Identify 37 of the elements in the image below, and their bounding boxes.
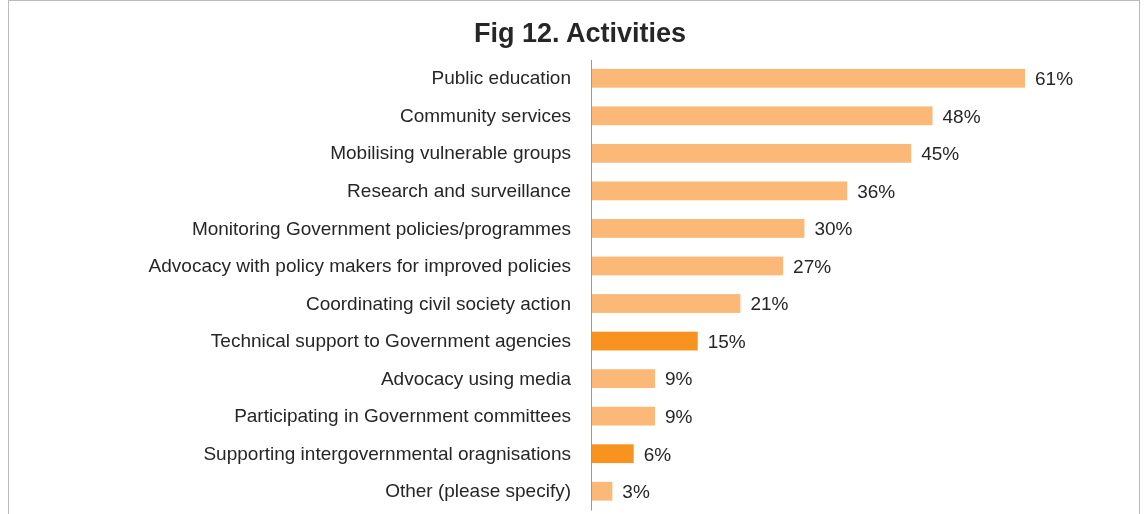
bar xyxy=(591,219,805,238)
y-tick-label: Monitoring Government policies/programmes xyxy=(191,217,571,239)
data-label: 36% xyxy=(857,180,896,202)
y-tick-label: Advocacy using media xyxy=(380,367,572,389)
bar xyxy=(591,143,912,163)
data-label: 21% xyxy=(750,293,789,315)
bar xyxy=(591,181,848,201)
bar xyxy=(591,256,784,276)
chart-title: Fig 12. Activities xyxy=(473,18,687,48)
data-label: 30% xyxy=(814,218,853,240)
data-label: 3% xyxy=(622,481,650,503)
data-label: 61% xyxy=(1035,68,1074,90)
y-tick-label: Mobilising vulnerable groups xyxy=(330,142,571,164)
y-tick-label: Advocacy with policy makers for improved policies xyxy=(148,255,571,277)
bar xyxy=(591,481,613,501)
bar xyxy=(591,444,634,464)
y-tick-label: Technical support to Government agencies xyxy=(210,330,571,352)
y-tick-label: Community services xyxy=(399,104,571,126)
data-label: 27% xyxy=(793,255,832,277)
bar xyxy=(591,406,656,426)
y-tick-label: Research and surveillance xyxy=(347,179,571,201)
data-label: 45% xyxy=(921,143,960,165)
bar xyxy=(591,331,698,351)
y-tick-label: Supporting intergovernmental oragnisations xyxy=(203,442,571,464)
data-label: 9% xyxy=(665,405,693,427)
y-tick-label: Participating in Government committees xyxy=(234,405,571,427)
y-tick-label: Coordinating civil society action xyxy=(305,292,571,314)
bar xyxy=(591,294,741,313)
data-label: 15% xyxy=(707,330,746,352)
data-label: 6% xyxy=(643,443,672,465)
bar xyxy=(591,369,656,388)
bar xyxy=(591,68,1025,88)
data-label: 48% xyxy=(942,105,981,127)
data-label: 9% xyxy=(665,368,693,390)
y-tick-label: Other (please specify) xyxy=(385,480,571,502)
y-tick-label: Public education xyxy=(431,67,571,89)
bar xyxy=(591,106,933,126)
